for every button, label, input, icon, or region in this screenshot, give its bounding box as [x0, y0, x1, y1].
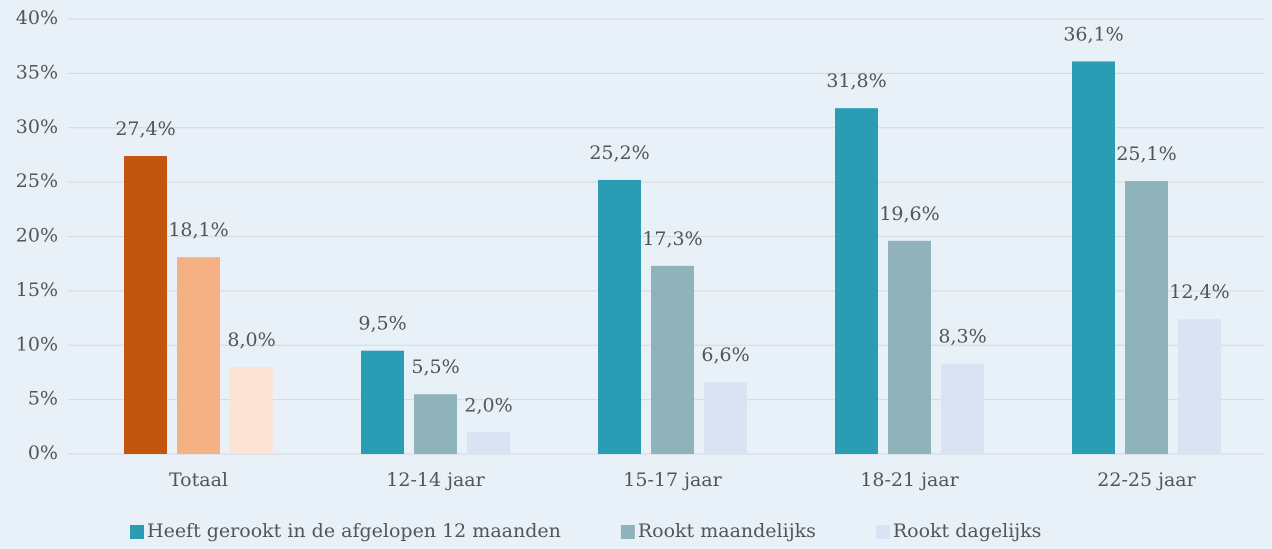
x-tick-label: 18-21 jaar — [860, 469, 959, 491]
y-tick-label: 20% — [16, 225, 58, 247]
legend-swatch — [130, 525, 144, 539]
y-tick-label: 0% — [28, 442, 58, 464]
value-label: 31,8% — [826, 70, 886, 92]
bar — [1178, 319, 1221, 454]
value-label: 8,3% — [938, 326, 986, 348]
y-tick-label: 10% — [16, 333, 58, 355]
value-label: 25,1% — [1116, 143, 1176, 165]
value-label: 5,5% — [411, 356, 459, 378]
legend-swatch — [875, 525, 890, 539]
y-tick-label: 35% — [16, 61, 58, 83]
y-tick-label: 40% — [16, 7, 58, 29]
bar — [888, 240, 931, 454]
bar — [1072, 61, 1115, 454]
bar — [704, 382, 747, 454]
legend-swatch — [620, 525, 635, 539]
bar — [414, 394, 457, 454]
bar — [941, 363, 984, 454]
x-tick-label: 12-14 jaar — [386, 469, 485, 491]
value-label: 8,0% — [227, 329, 275, 351]
bar — [835, 108, 878, 455]
value-label: 2,0% — [464, 394, 512, 416]
bar — [177, 257, 220, 454]
bar — [598, 179, 641, 454]
value-label: 18,1% — [168, 219, 228, 241]
value-label: 25,2% — [589, 142, 649, 164]
bar — [651, 265, 694, 454]
y-tick-label: 5% — [28, 388, 58, 410]
value-label: 36,1% — [1063, 23, 1123, 45]
bar — [230, 367, 273, 454]
value-label: 19,6% — [879, 203, 939, 225]
bar — [361, 350, 404, 454]
value-label: 12,4% — [1169, 281, 1229, 303]
legend-label: Rookt dagelijks — [893, 520, 1042, 542]
value-label: 17,3% — [642, 228, 702, 250]
y-tick-label: 15% — [16, 279, 58, 301]
y-tick-label: 25% — [16, 170, 58, 192]
bar — [467, 432, 510, 454]
value-label: 6,6% — [701, 344, 749, 366]
value-label: 27,4% — [115, 118, 175, 140]
value-label: 9,5% — [358, 313, 406, 335]
x-tick-label: 22-25 jaar — [1097, 469, 1196, 491]
legend-label: Rookt maandelijks — [638, 520, 816, 542]
bar — [124, 156, 167, 454]
legend-label: Heeft gerookt in de afgelopen 12 maanden — [147, 520, 561, 542]
y-tick-label: 30% — [16, 116, 58, 138]
bar — [1125, 181, 1168, 454]
x-tick-label: 15-17 jaar — [623, 469, 722, 491]
x-tick-label: Totaal — [169, 469, 228, 491]
